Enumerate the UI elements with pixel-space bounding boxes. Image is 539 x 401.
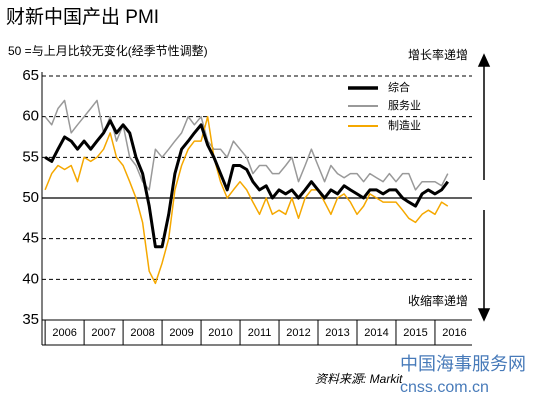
y-tick-label: 45: [22, 230, 39, 247]
subtitle: 50 =与上月比较无变化(经季节性调整): [8, 43, 208, 58]
x-tick-label: 2008: [130, 327, 154, 339]
annotation: 增长率递增: [408, 47, 468, 62]
series-line: [44, 115, 449, 285]
x-tick-label: 2006: [52, 327, 76, 339]
y-tick-label: 50: [22, 189, 39, 206]
x-tick-label: 2009: [169, 327, 193, 339]
x-tick-label: 2014: [364, 327, 388, 339]
annotation: 收缩率递增: [408, 293, 468, 308]
x-tick-label: 2011: [248, 327, 272, 339]
y-tick-label: 35: [22, 311, 39, 328]
x-tick-label: 2010: [208, 327, 232, 339]
chart-title: 财新中国产出 PMI: [6, 6, 159, 28]
y-tick-label: 40: [22, 270, 39, 287]
arrows: [477, 53, 491, 322]
legend-label: 服务业: [388, 99, 421, 112]
series-line: [44, 119, 449, 249]
x-tick-label: 2007: [91, 327, 115, 339]
x-tick-label: 2012: [286, 327, 310, 339]
y-tick-label: 65: [22, 67, 39, 84]
legend-label: 综合: [388, 80, 410, 94]
watermark-url: cnss.com.cn: [400, 379, 489, 396]
y-tick-label: 55: [22, 148, 39, 165]
y-tick-label: 60: [22, 108, 39, 125]
watermark: 中国海事服务网: [400, 354, 526, 374]
legend-label: 制造业: [388, 118, 421, 132]
x-tick-label: 2015: [403, 327, 427, 339]
x-tick-label: 2013: [325, 327, 349, 339]
x-tick-label: 2016: [442, 327, 466, 339]
source: 资料来源: Markit: [315, 372, 403, 386]
